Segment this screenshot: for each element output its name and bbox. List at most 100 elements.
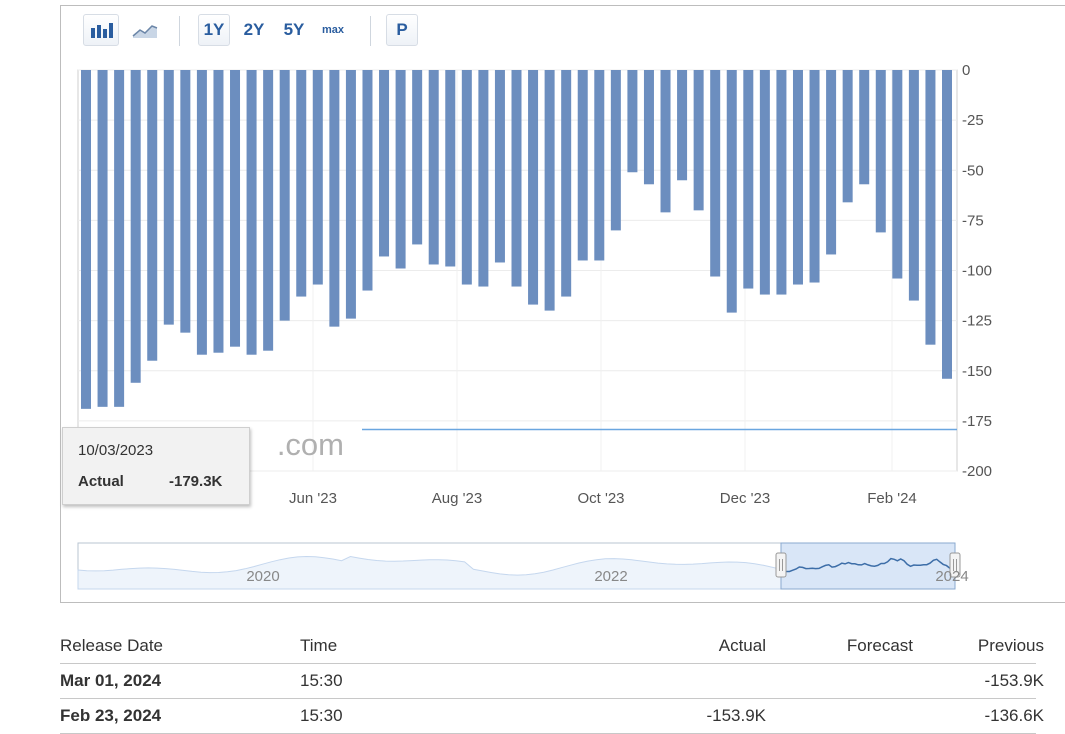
bar[interactable]: [478, 70, 489, 287]
table-row: Feb 23, 2024 15:30 -153.9K -136.6K: [60, 699, 1044, 734]
range-1y-label: 1Y: [203, 20, 225, 39]
bar[interactable]: [511, 70, 522, 287]
bar[interactable]: [792, 70, 803, 285]
bar[interactable]: [445, 70, 456, 267]
bar[interactable]: [230, 70, 241, 347]
row-previous: -136.6K: [984, 706, 1044, 725]
bar[interactable]: [826, 70, 837, 255]
bar[interactable]: [594, 70, 605, 261]
bar[interactable]: [677, 70, 688, 181]
bar[interactable]: [163, 70, 174, 325]
bar[interactable]: [710, 70, 721, 277]
bar[interactable]: [81, 70, 91, 409]
bar[interactable]: [561, 70, 572, 297]
bar[interactable]: [196, 70, 207, 355]
y-tick-label: 0: [962, 62, 970, 79]
bar[interactable]: [743, 70, 754, 289]
range-1y-button[interactable]: 1Y: [198, 14, 230, 46]
range-2y-label: 2Y: [243, 20, 265, 39]
bar[interactable]: [395, 70, 406, 269]
watermark-text: .com: [277, 427, 344, 462]
tooltip-value: -179.3K: [169, 473, 223, 490]
navigator-left-handle[interactable]: [775, 552, 787, 578]
bar[interactable]: [643, 70, 654, 185]
navigator-selection[interactable]: [780, 542, 956, 590]
header-actual[interactable]: Actual: [718, 636, 766, 655]
navigator-right-handle[interactable]: [949, 552, 961, 578]
bar[interactable]: [875, 70, 886, 233]
y-tick-label: -100: [962, 263, 992, 280]
range-max-button[interactable]: max: [316, 14, 350, 46]
navigator-year-2020: 2020: [246, 568, 279, 585]
bar[interactable]: [528, 70, 539, 305]
bar[interactable]: [693, 70, 704, 211]
header-release-date[interactable]: Release Date: [60, 636, 164, 655]
p-label: P: [396, 20, 408, 39]
x-tick-label: Jun '23: [289, 490, 337, 507]
bar[interactable]: [246, 70, 257, 355]
range-5y-button[interactable]: 5Y: [278, 14, 310, 46]
line-chart-icon: [132, 25, 158, 38]
bar[interactable]: [759, 70, 770, 295]
row-previous: -153.9K: [984, 671, 1044, 690]
y-tick-label: -125: [962, 313, 992, 330]
tooltip: 10/03/2023 Actual -179.3K: [62, 427, 250, 505]
bar[interactable]: [379, 70, 390, 257]
line-chart-button[interactable]: [127, 14, 163, 46]
p-button[interactable]: P: [386, 14, 418, 46]
x-tick-label: Oct '23: [577, 490, 624, 507]
bar[interactable]: [627, 70, 638, 173]
bar[interactable]: [892, 70, 903, 279]
x-tick-label: Dec '23: [720, 490, 770, 507]
bar[interactable]: [329, 70, 340, 327]
row-time: 15:30: [300, 706, 343, 725]
bar[interactable]: [942, 70, 952, 379]
bar[interactable]: [296, 70, 307, 297]
y-tick-label: -25: [962, 112, 984, 129]
y-tick-label: -50: [962, 162, 984, 179]
header-previous[interactable]: Previous: [977, 636, 1044, 655]
bar[interactable]: [213, 70, 224, 353]
bar[interactable]: [461, 70, 472, 285]
table-row: Mar 01, 2024 15:30 -153.9K: [60, 664, 1044, 699]
header-forecast[interactable]: Forecast: [846, 636, 913, 655]
bar[interactable]: [494, 70, 505, 263]
row-release-date: Mar 01, 2024: [60, 671, 162, 690]
y-tick-label: -175: [962, 413, 992, 430]
bar[interactable]: [925, 70, 936, 345]
bar-chart-button[interactable]: [83, 14, 119, 46]
bar[interactable]: [312, 70, 323, 285]
range-2y-button[interactable]: 2Y: [238, 14, 270, 46]
bar[interactable]: [362, 70, 373, 291]
range-max-label: max: [321, 24, 345, 36]
bar[interactable]: [345, 70, 356, 319]
bar[interactable]: [412, 70, 423, 245]
bar[interactable]: [577, 70, 588, 261]
bar[interactable]: [660, 70, 671, 213]
bar[interactable]: [114, 70, 125, 407]
bar[interactable]: [97, 70, 108, 407]
bar[interactable]: [809, 70, 820, 283]
bar[interactable]: [279, 70, 290, 321]
header-time[interactable]: Time: [300, 636, 338, 655]
releases-table: Release Date Time Actual Forecast Previo…: [60, 628, 1044, 734]
bar[interactable]: [147, 70, 158, 361]
navigator-history-line: [77, 555, 782, 590]
bar[interactable]: [428, 70, 439, 265]
bar[interactable]: [859, 70, 870, 185]
bar[interactable]: [908, 70, 919, 301]
range-5y-label: 5Y: [283, 20, 305, 39]
bar[interactable]: [726, 70, 737, 313]
navigator[interactable]: 2020 2022 2024: [77, 542, 969, 590]
bar[interactable]: [130, 70, 141, 383]
tooltip-label: Actual: [78, 473, 124, 490]
bar[interactable]: [610, 70, 621, 231]
bar[interactable]: [180, 70, 191, 333]
bar[interactable]: [544, 70, 555, 311]
bar[interactable]: [263, 70, 274, 351]
x-tick-label: Aug '23: [432, 490, 482, 507]
bar[interactable]: [776, 70, 787, 295]
navigator-year-2022: 2022: [594, 568, 627, 585]
row-release-date: Feb 23, 2024: [60, 706, 162, 725]
bar[interactable]: [842, 70, 853, 203]
